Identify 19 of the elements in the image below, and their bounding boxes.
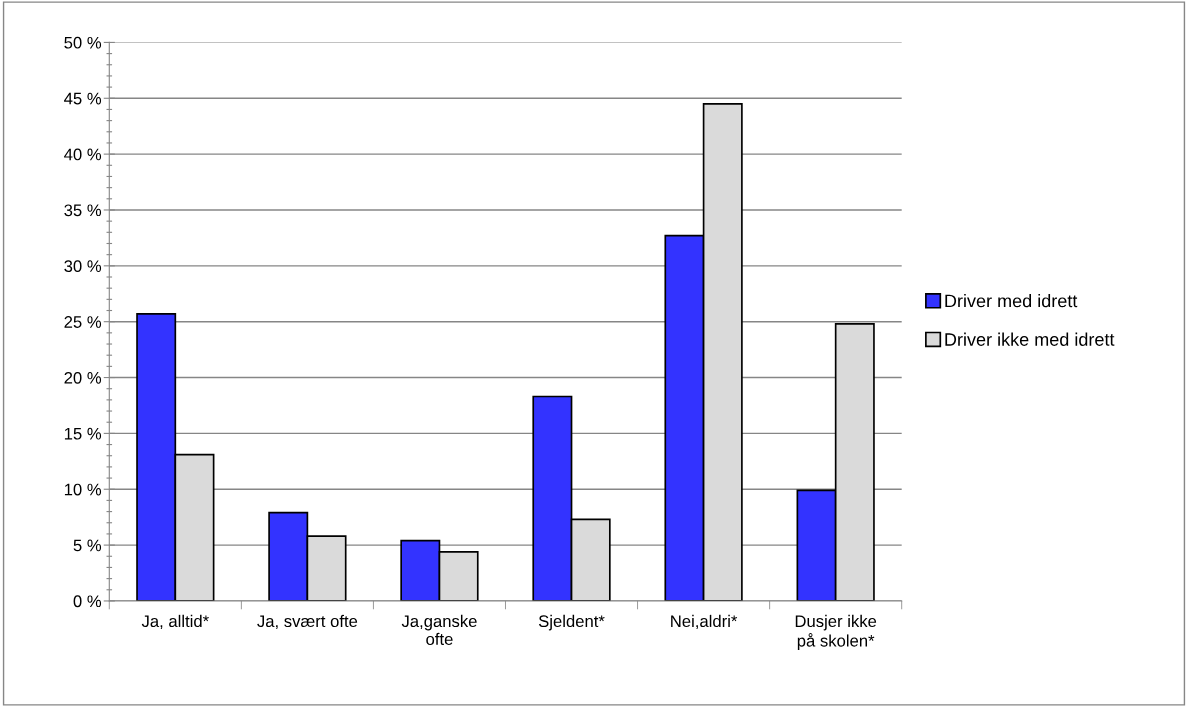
y-tick-label: 5 % [73, 539, 102, 552]
x-tick-label: Ja, alltid* [141, 614, 209, 630]
y-tick-label: 45 % [64, 92, 102, 105]
x-tick-label: Nei,aldri* [671, 614, 738, 630]
x-tick-label: Dusjer ikke på skolen* [795, 614, 877, 650]
y-tick-label: 20 % [64, 371, 102, 384]
x-tick-label: Ja,ganske ofte [401, 614, 477, 646]
y-tick-label: 40 % [64, 148, 102, 161]
x-tick-label: Ja, svært ofte [257, 614, 358, 630]
y-tick-label: 10 % [64, 483, 102, 496]
x-tick-label: Sjeldent* [538, 614, 605, 631]
y-tick-label: 25 % [64, 316, 102, 328]
y-tick-label: 50 % [64, 36, 102, 49]
legend-label: Driver med idrett [945, 294, 1078, 308]
y-tick-label: 30 % [64, 260, 102, 273]
y-tick-label: 0 % [73, 595, 102, 608]
y-tick-label: 15 % [64, 427, 102, 440]
legend-label: Driver ikke med idrett [945, 332, 1115, 346]
y-tick-label: 35 % [64, 204, 102, 217]
